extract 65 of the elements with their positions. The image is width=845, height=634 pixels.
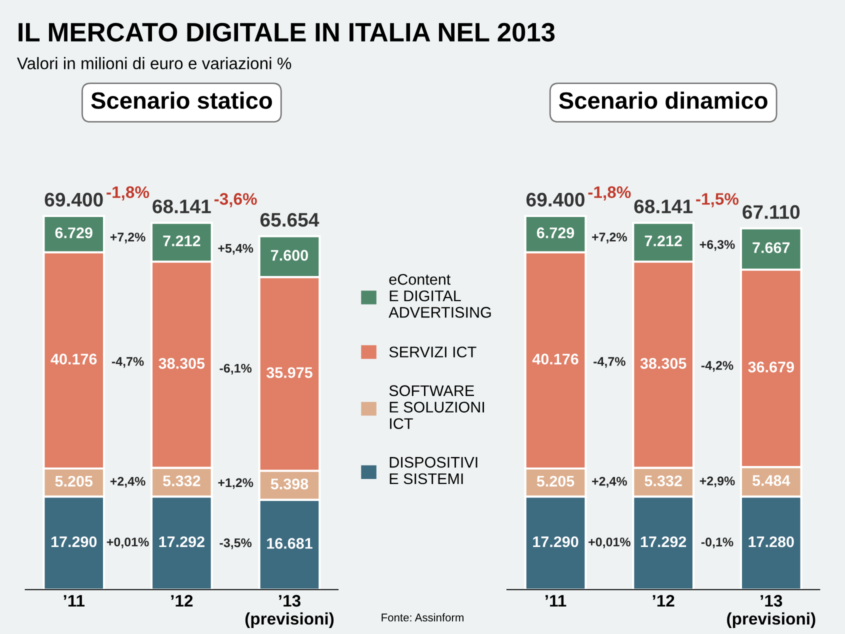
text: Valori in milioni di euro e variazioni %	[16, 57, 292, 70]
text: -1,8%	[588, 186, 631, 200]
annotation: +2,4%	[592, 476, 627, 488]
total-label: 68.141	[152, 200, 211, 214]
data-label: 38.305	[640, 358, 686, 369]
chart-title: Scenario statico	[91, 92, 272, 109]
data-label: 5.484	[752, 475, 790, 486]
legend-label: eContent E DIGITAL ADVERTISING	[388, 274, 491, 318]
total-label: 69.400	[44, 192, 103, 207]
data-label: 5.398	[270, 478, 308, 490]
data-label: 6.729	[536, 227, 574, 238]
data-label: 40.176	[532, 354, 578, 364]
data-label: 7.212	[644, 235, 682, 246]
data-label: 7.667	[752, 242, 790, 254]
data-label: 5.332	[163, 475, 200, 486]
total-label: 69.400	[526, 192, 584, 207]
data-label: 5.332	[644, 475, 682, 486]
total-label: 67.110	[742, 205, 800, 219]
annotation: +5,4%	[218, 244, 254, 255]
annotation: +7,2%	[110, 232, 146, 244]
annotation: -0,1%	[701, 538, 734, 548]
data-label: 35.975	[266, 367, 312, 378]
data-label: 40.176	[50, 354, 97, 364]
annotation: +1,2%	[218, 478, 254, 489]
text: IL MERCATO DIGITALE IN ITALIA NEL 2013	[18, 22, 555, 42]
data-label: 7.212	[163, 235, 200, 246]
annotation: -3,5%	[220, 538, 252, 550]
x-tick-label: ’12	[171, 594, 193, 607]
data-label: 17.292	[640, 536, 686, 548]
annotation: +0,01%	[588, 538, 630, 548]
chart-title: Scenario dinamico	[559, 92, 768, 109]
legend-label: SERVIZI ICT	[389, 346, 476, 358]
data-label: 17.280	[748, 536, 794, 548]
data-label: 38.305	[158, 358, 205, 369]
legend-label: SOFTWARE E SOLUZIONI ICT	[389, 385, 484, 430]
total-label: 68.141	[634, 200, 693, 214]
annotation: +2,9%	[700, 476, 735, 488]
data-label: 17.290	[533, 536, 578, 548]
text: -1,5%	[696, 193, 739, 208]
x-tick-label: ’13 (previsioni)	[245, 594, 334, 628]
text: -3,6%	[214, 193, 257, 208]
data-label: 16.681	[267, 538, 312, 549]
annotation: +7,2%	[592, 232, 627, 244]
data-label: 17.292	[159, 536, 204, 548]
x-tick-label: ’13 (previsioni)	[727, 594, 816, 628]
annotation: -4,7%	[112, 357, 144, 368]
x-tick-label: ’11	[546, 595, 566, 607]
data-label: 36.679	[748, 362, 794, 372]
data-label: 7.600	[271, 250, 308, 261]
text: -1,8%	[106, 186, 150, 200]
source-note: Fonte: Assinform	[382, 613, 464, 622]
legend-label: DISPOSITIVI E SISTEMI	[390, 456, 478, 484]
annotation: +6,3%	[700, 240, 735, 251]
annotation: -4,2%	[701, 361, 734, 372]
data-label: 5.205	[536, 476, 574, 487]
annotation: +2,4%	[110, 476, 146, 488]
x-tick-label: ’12	[652, 594, 674, 607]
annotation: +0,01%	[106, 538, 149, 548]
data-label: 6.729	[55, 227, 92, 238]
annotation: -4,7%	[594, 357, 626, 368]
total-label: 65.654	[260, 212, 320, 227]
data-label: 5.205	[55, 476, 93, 487]
annotation: -6,1%	[220, 364, 252, 374]
x-tick-label: ’11	[64, 595, 85, 607]
data-label: 17.290	[51, 536, 97, 548]
